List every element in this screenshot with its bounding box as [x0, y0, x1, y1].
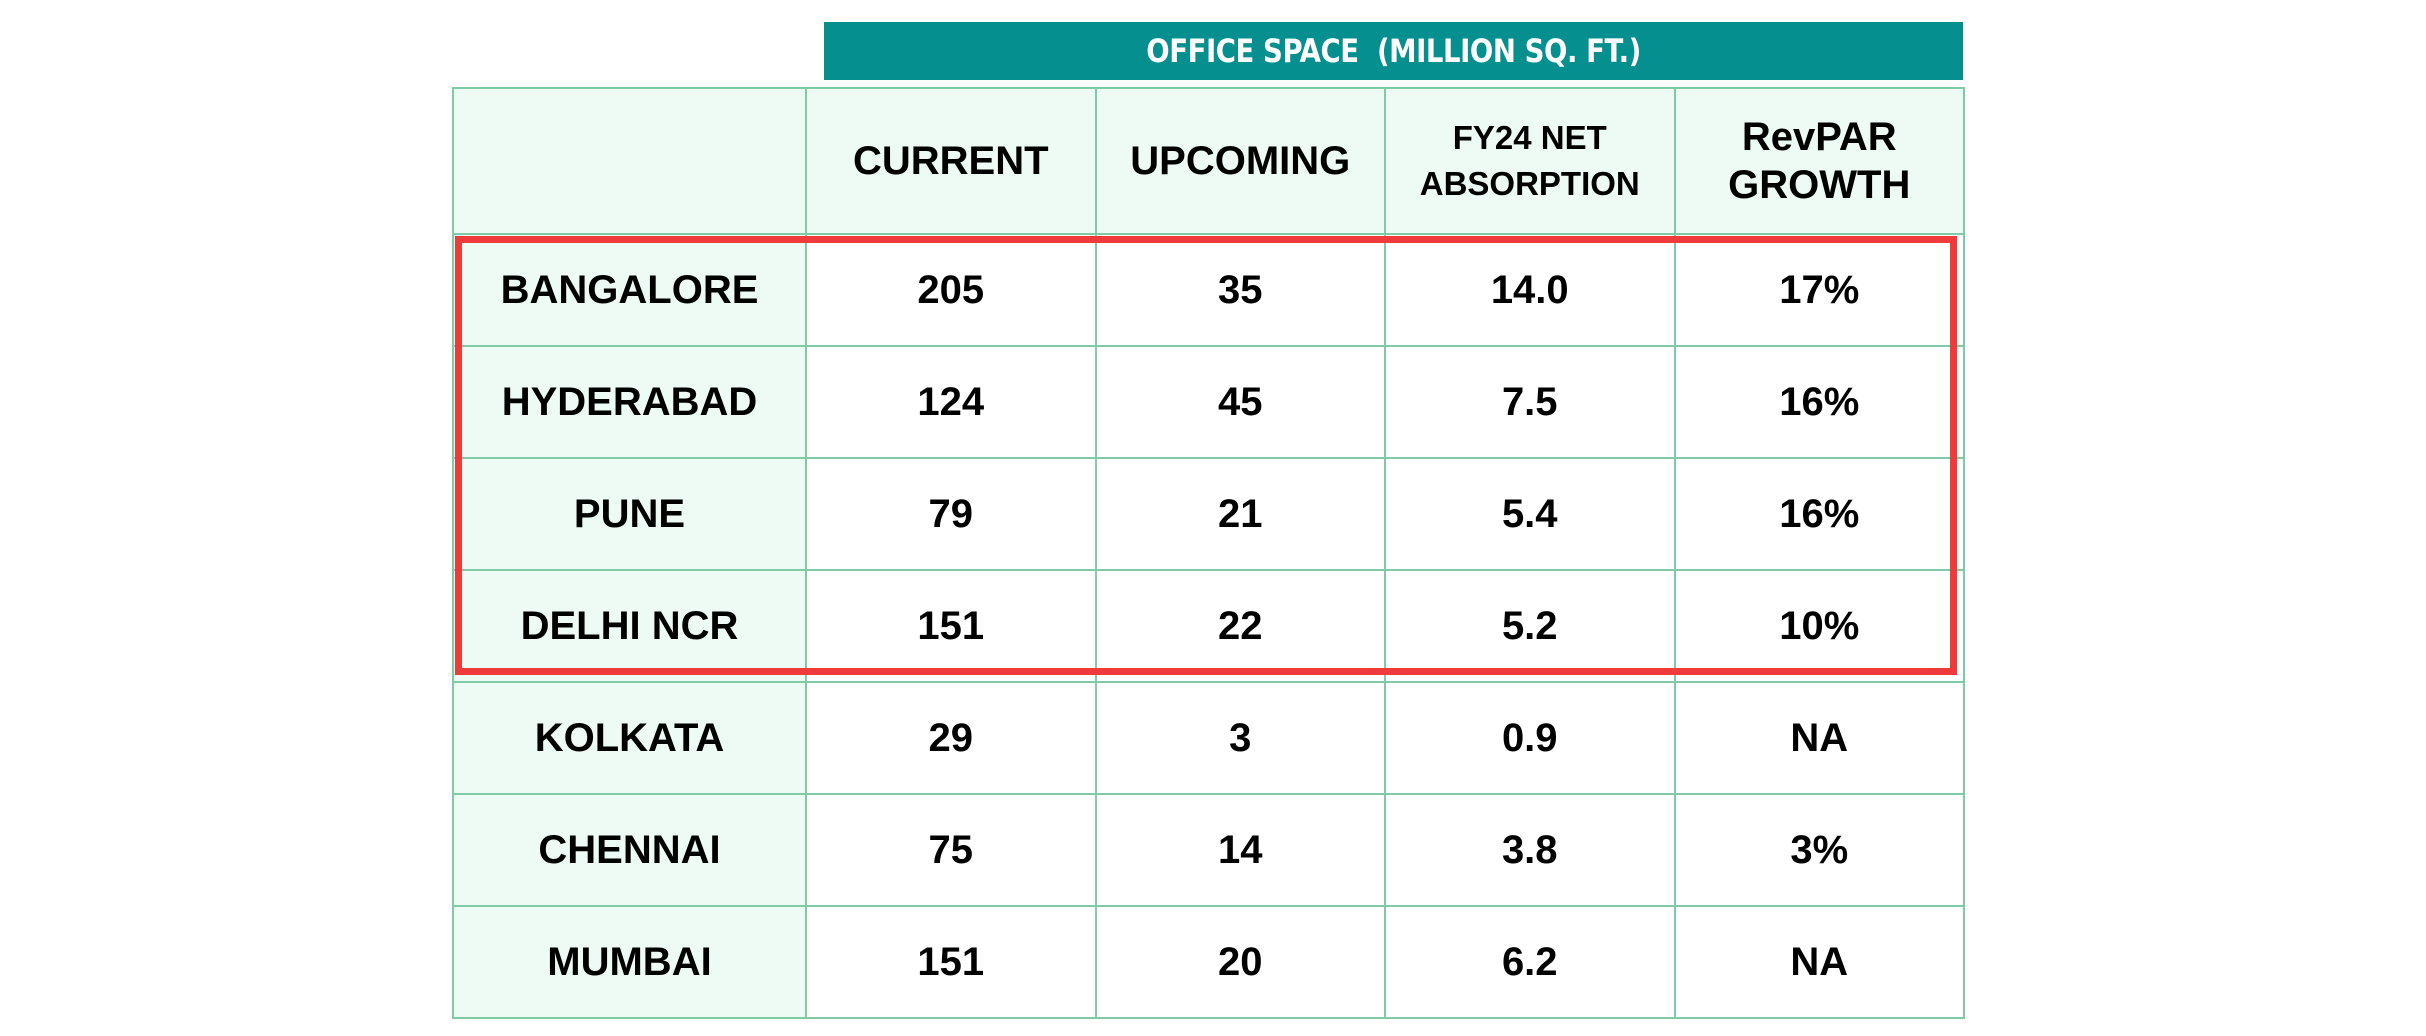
absorption-cell: 0.9	[1384, 681, 1676, 795]
upcoming-cell: 22	[1094, 569, 1386, 683]
table-row: HYDERABAD 124 45 7.5 16%	[452, 345, 1965, 459]
header-revpar-line2: GROWTH	[1728, 163, 1911, 207]
revpar-growth-cell: NA	[1673, 681, 1965, 795]
header-row: CURRENT UPCOMING FY24 NET ABSORPTION Rev…	[452, 87, 1965, 235]
city-cell: DELHI NCR	[452, 569, 807, 683]
table-row: PUNE 79 21 5.4 16%	[452, 457, 1965, 571]
city-cell: HYDERABAD	[452, 345, 807, 459]
current-cell: 79	[805, 457, 1097, 571]
absorption-cell: 3.8	[1384, 793, 1676, 907]
upcoming-cell: 45	[1094, 345, 1386, 459]
revpar-growth-cell: NA	[1673, 905, 1965, 1019]
header-revpar-line1: RevPAR	[1741, 115, 1897, 159]
header-fy24-line1: FY24 NET	[1452, 119, 1607, 156]
header-fy24-net-absorption: FY24 NET ABSORPTION	[1384, 87, 1676, 235]
city-cell: PUNE	[452, 457, 807, 571]
current-cell: 151	[805, 905, 1097, 1019]
header-upcoming: UPCOMING	[1094, 87, 1386, 235]
upcoming-cell: 20	[1094, 905, 1386, 1019]
revpar-growth-cell: 10%	[1673, 569, 1965, 683]
header-revpar-growth: RevPAR GROWTH	[1673, 87, 1965, 235]
absorption-cell: 6.2	[1384, 905, 1676, 1019]
city-cell: BANGALORE	[452, 233, 807, 347]
revpar-growth-cell: 3%	[1673, 793, 1965, 907]
current-cell: 124	[805, 345, 1097, 459]
table-title-banner: OFFICE SPACE (MILLION SQ. FT.)	[824, 22, 1963, 80]
table-row: DELHI NCR 151 22 5.2 10%	[452, 569, 1965, 683]
city-cell: CHENNAI	[452, 793, 807, 907]
current-cell: 29	[805, 681, 1097, 795]
upcoming-cell: 3	[1094, 681, 1386, 795]
table-row: BANGALORE 205 35 14.0 17%	[452, 233, 1965, 347]
absorption-cell: 7.5	[1384, 345, 1676, 459]
current-cell: 75	[805, 793, 1097, 907]
absorption-cell: 14.0	[1384, 233, 1676, 347]
current-cell: 151	[805, 569, 1097, 683]
city-cell: MUMBAI	[452, 905, 807, 1019]
city-cell: KOLKATA	[452, 681, 807, 795]
upcoming-cell: 21	[1094, 457, 1386, 571]
table-row: MUMBAI 151 20 6.2 NA	[452, 905, 1965, 1019]
revpar-growth-cell: 17%	[1673, 233, 1965, 347]
table-row: KOLKATA 29 3 0.9 NA	[452, 681, 1965, 795]
header-fy24-line2: ABSORPTION	[1419, 165, 1640, 202]
upcoming-cell: 35	[1094, 233, 1386, 347]
absorption-cell: 5.4	[1384, 457, 1676, 571]
header-empty-cell	[452, 87, 807, 235]
header-current: CURRENT	[805, 87, 1097, 235]
office-space-table: CURRENT UPCOMING FY24 NET ABSORPTION Rev…	[452, 87, 1965, 1019]
table-row: CHENNAI 75 14 3.8 3%	[452, 793, 1965, 907]
upcoming-cell: 14	[1094, 793, 1386, 907]
table-title: OFFICE SPACE (MILLION SQ. FT.)	[1146, 32, 1641, 70]
absorption-cell: 5.2	[1384, 569, 1676, 683]
current-cell: 205	[805, 233, 1097, 347]
revpar-growth-cell: 16%	[1673, 457, 1965, 571]
revpar-growth-cell: 16%	[1673, 345, 1965, 459]
